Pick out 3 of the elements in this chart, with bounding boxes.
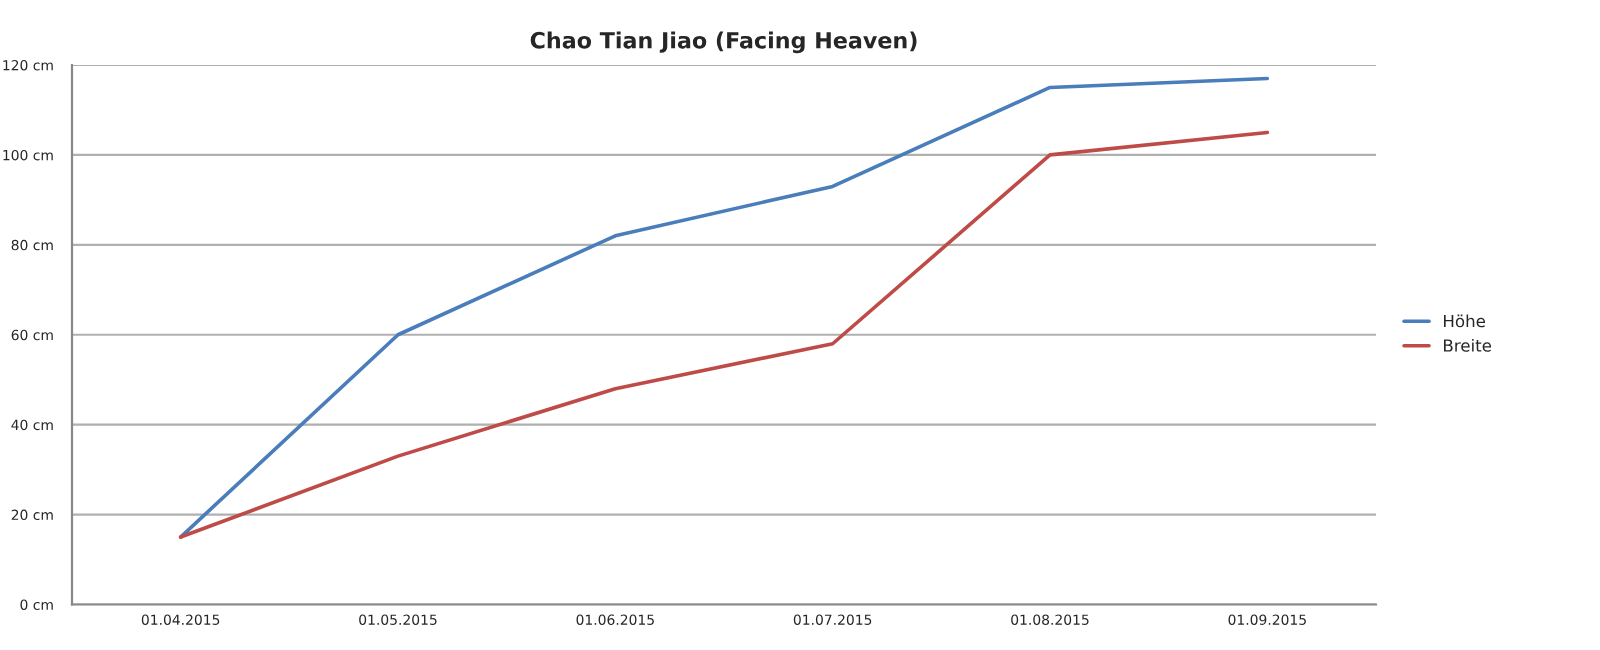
chart-title: Chao Tian Jiao (Facing Heaven) [530, 31, 917, 54]
legend-label: Höhe [1444, 314, 1486, 328]
legend-label: Breite [1444, 338, 1492, 352]
